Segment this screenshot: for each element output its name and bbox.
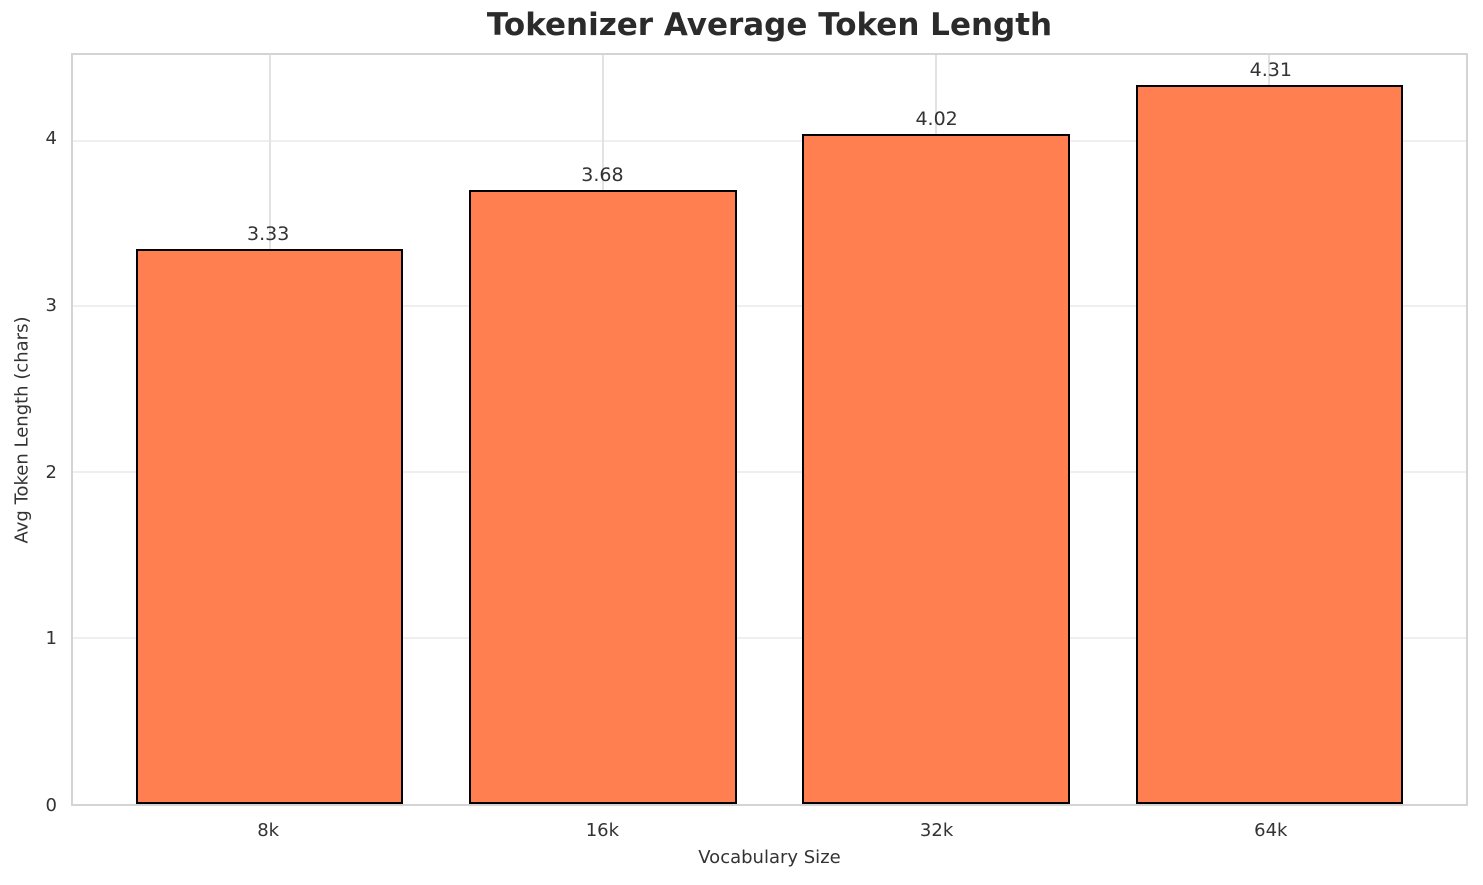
y-axis-label: Avg Token Length (chars) xyxy=(11,316,33,544)
gridline-y-2 xyxy=(73,471,1466,474)
plot-area xyxy=(71,53,1468,806)
bar-32k xyxy=(802,133,1070,804)
x-tick-label: 16k xyxy=(585,820,620,841)
gridline-y-1 xyxy=(73,637,1466,640)
bar-value-label: 3.33 xyxy=(247,222,290,245)
bar-value-label: 4.31 xyxy=(1249,59,1292,82)
y-tick-label: 2 xyxy=(45,461,57,483)
y-tick-label: 4 xyxy=(45,128,57,150)
chart-title: Tokenizer Average Token Length xyxy=(486,7,1053,43)
x-tick-label: 64k xyxy=(1254,820,1288,841)
gridline-y-4 xyxy=(73,139,1466,142)
x-tick-label: 32k xyxy=(919,820,954,841)
bar-value-label: 3.68 xyxy=(581,164,624,187)
x-axis-label: Vocabulary Size xyxy=(698,847,841,868)
gridline-y-3 xyxy=(73,305,1466,308)
y-tick-label: 1 xyxy=(45,628,57,650)
bar-value-label: 4.02 xyxy=(915,107,958,130)
bar-8k xyxy=(135,248,404,804)
y-tick-label: 0 xyxy=(45,795,57,816)
bar-64k xyxy=(1135,85,1404,804)
bar-16k xyxy=(469,190,737,804)
x-tick-label: 8k xyxy=(257,820,280,841)
y-tick-label: 3 xyxy=(45,294,57,316)
